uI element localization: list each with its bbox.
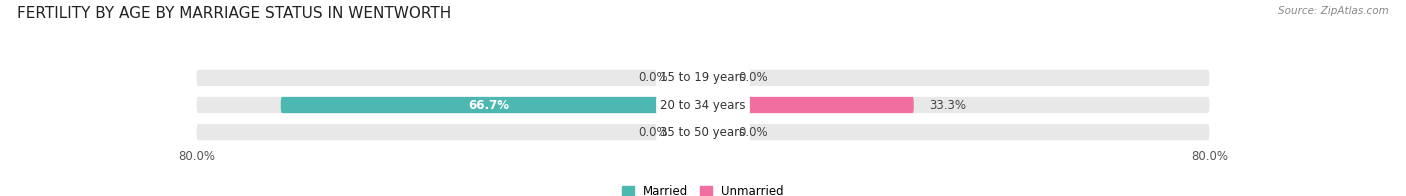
FancyBboxPatch shape	[197, 124, 703, 140]
Text: 35 to 50 years: 35 to 50 years	[661, 126, 745, 139]
FancyBboxPatch shape	[703, 97, 914, 113]
Text: 0.0%: 0.0%	[638, 71, 668, 84]
Text: 15 to 19 years: 15 to 19 years	[661, 71, 745, 84]
FancyBboxPatch shape	[703, 124, 728, 140]
Text: 66.7%: 66.7%	[468, 99, 509, 112]
Legend: Married, Unmarried: Married, Unmarried	[621, 185, 785, 196]
Text: 0.0%: 0.0%	[738, 126, 768, 139]
FancyBboxPatch shape	[703, 70, 728, 86]
Text: Source: ZipAtlas.com: Source: ZipAtlas.com	[1278, 6, 1389, 16]
FancyBboxPatch shape	[281, 97, 703, 113]
Text: 33.3%: 33.3%	[929, 99, 966, 112]
FancyBboxPatch shape	[197, 97, 703, 113]
Text: 20 to 34 years: 20 to 34 years	[661, 99, 745, 112]
Text: FERTILITY BY AGE BY MARRIAGE STATUS IN WENTWORTH: FERTILITY BY AGE BY MARRIAGE STATUS IN W…	[17, 6, 451, 21]
FancyBboxPatch shape	[703, 97, 1209, 113]
FancyBboxPatch shape	[703, 124, 1209, 140]
FancyBboxPatch shape	[703, 70, 1209, 86]
FancyBboxPatch shape	[678, 70, 703, 86]
FancyBboxPatch shape	[197, 70, 703, 86]
Text: 0.0%: 0.0%	[638, 126, 668, 139]
Text: 0.0%: 0.0%	[738, 71, 768, 84]
FancyBboxPatch shape	[678, 124, 703, 140]
